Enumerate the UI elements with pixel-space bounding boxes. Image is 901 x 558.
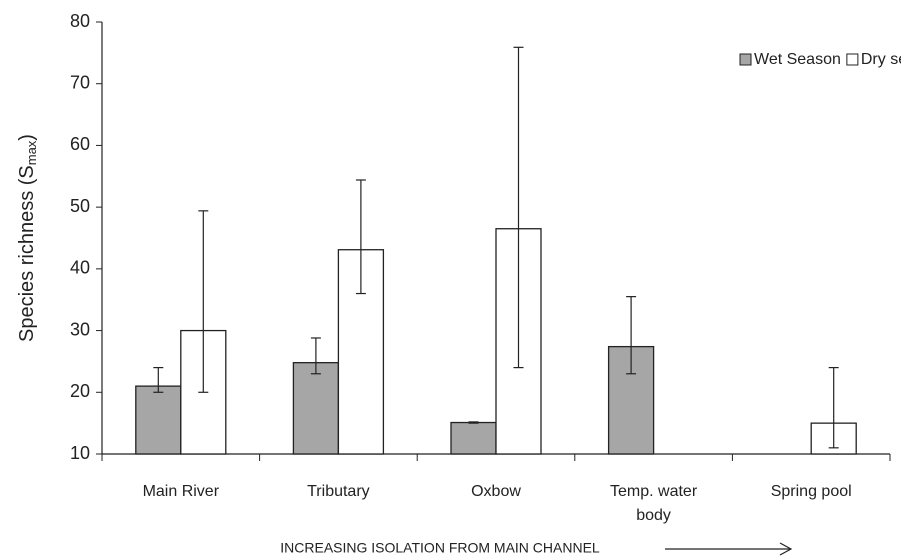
y-tick-label: 80 [70, 11, 90, 31]
y-tick-label: 20 [70, 381, 90, 401]
y-tick-label: 70 [70, 72, 90, 92]
x-tick-label-line: body [636, 507, 671, 524]
legend-label: Dry season [861, 51, 901, 68]
y-tick-label: 10 [70, 443, 90, 463]
bar [607, 345, 655, 455]
x-tick-label: Temp. water body [610, 483, 698, 524]
x-tick-label-line: Temp. water [610, 483, 698, 500]
arrow-head [779, 542, 793, 556]
y-tick-label: 50 [70, 196, 90, 216]
bar [450, 421, 497, 455]
y-tick-label: 30 [70, 319, 90, 339]
y-label-main: Species richness (S [16, 165, 38, 342]
x-tick-label: Main River [143, 483, 220, 500]
bar [292, 362, 340, 455]
y-tick-label: 60 [70, 134, 90, 154]
x-tick-label: Spring pool [771, 483, 852, 500]
y-axis-label: Species richness (Smax) [16, 134, 39, 342]
x-axis-label: INCREASING ISOLATION FROM MAIN CHANNEL [280, 540, 600, 556]
legend-swatch [846, 53, 859, 66]
y-tick-label: 40 [70, 258, 90, 278]
x-tick-label: Oxbow [471, 483, 521, 500]
legend-swatch [739, 53, 752, 66]
bar [135, 385, 182, 455]
x-tick-label: Tributary [307, 483, 370, 500]
y-label-sub: max [24, 140, 39, 165]
legend-label: Wet Season [754, 51, 841, 68]
y-label-end: ) [16, 134, 38, 141]
